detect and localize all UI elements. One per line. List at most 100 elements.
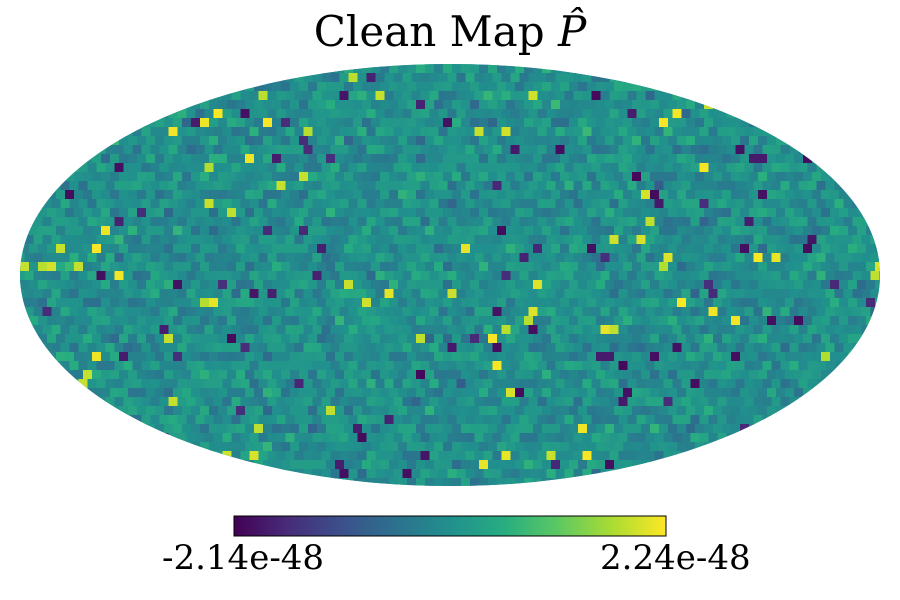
- map-pixel: [677, 136, 687, 146]
- map-pixel: [650, 136, 660, 146]
- map-pixel: [722, 118, 732, 128]
- map-pixel: [821, 244, 831, 254]
- map-pixel: [420, 415, 431, 425]
- map-pixel: [542, 388, 552, 398]
- map-pixel: [681, 379, 692, 389]
- map-pixel: [119, 190, 129, 200]
- map-pixel: [195, 415, 206, 425]
- map-pixel: [312, 361, 323, 371]
- map-pixel: [213, 271, 224, 281]
- map-pixel: [393, 271, 404, 281]
- map-pixel: [501, 289, 512, 299]
- map-pixel: [695, 226, 705, 236]
- map-pixel: [686, 172, 696, 182]
- map-pixel: [456, 397, 467, 407]
- map-pixel: [780, 397, 791, 407]
- map-pixel: [218, 226, 228, 236]
- map-pixel: [713, 226, 723, 236]
- map-pixel: [596, 244, 606, 254]
- map-pixel: [420, 235, 431, 245]
- map-pixel: [173, 334, 183, 344]
- map-pixel: [51, 217, 62, 227]
- map-pixel: [411, 343, 422, 353]
- map-pixel: [393, 181, 404, 191]
- map-pixel: [123, 163, 134, 173]
- map-pixel: [119, 388, 129, 398]
- map-pixel: [407, 208, 417, 218]
- map-pixel: [659, 244, 669, 254]
- map-pixel: [744, 415, 755, 425]
- map-pixel: [87, 307, 98, 317]
- map-pixel: [825, 235, 836, 245]
- map-pixel: [78, 163, 89, 173]
- map-pixel: [699, 181, 710, 191]
- map-pixel: [573, 109, 584, 119]
- map-pixel: [353, 280, 363, 290]
- map-pixel: [416, 298, 426, 308]
- map-pixel: [443, 388, 453, 398]
- map-pixel: [60, 307, 71, 317]
- map-pixel: [186, 163, 197, 173]
- map-pixel: [276, 433, 287, 443]
- map-pixel: [137, 316, 147, 326]
- map-pixel: [375, 361, 386, 371]
- map-pixel: [627, 109, 638, 119]
- map-pixel: [285, 127, 296, 137]
- map-pixel: [492, 181, 503, 191]
- map-pixel: [344, 64, 354, 74]
- map-pixel: [762, 361, 773, 371]
- map-pixel: [596, 208, 606, 218]
- map-pixel: [632, 226, 642, 236]
- map-pixel: [551, 208, 561, 218]
- map-pixel: [78, 253, 89, 263]
- map-pixel: [240, 397, 251, 407]
- map-pixel: [317, 334, 327, 344]
- map-pixel: [492, 145, 503, 155]
- map-pixel: [560, 226, 570, 236]
- map-pixel: [69, 163, 80, 173]
- map-pixel: [65, 190, 75, 200]
- map-pixel: [492, 397, 503, 407]
- map-pixel: [335, 190, 345, 200]
- map-pixel: [290, 280, 300, 290]
- map-pixel: [290, 118, 300, 128]
- map-pixel: [186, 217, 197, 227]
- map-pixel: [29, 280, 39, 290]
- map-pixel: [708, 109, 719, 119]
- map-pixel: [168, 199, 179, 209]
- map-pixel: [173, 352, 183, 362]
- map-pixel: [821, 352, 831, 362]
- map-pixel: [330, 325, 341, 335]
- map-pixel: [132, 325, 143, 335]
- map-pixel: [303, 235, 314, 245]
- map-pixel: [164, 280, 174, 290]
- map-pixel: [452, 388, 462, 398]
- map-pixel: [173, 226, 183, 236]
- map-pixel: [744, 343, 755, 353]
- map-pixel: [249, 415, 260, 425]
- map-pixel: [560, 406, 570, 416]
- map-pixel: [866, 244, 876, 254]
- map-pixel: [429, 271, 440, 281]
- map-pixel: [182, 424, 192, 434]
- map-pixel: [204, 361, 215, 371]
- map-pixel: [821, 262, 831, 272]
- map-pixel: [668, 136, 678, 146]
- map-pixel: [816, 307, 827, 317]
- map-pixel: [668, 298, 678, 308]
- map-pixel: [366, 109, 377, 119]
- map-pixel: [866, 208, 876, 218]
- map-pixel: [600, 469, 611, 479]
- map-pixel: [96, 325, 107, 335]
- map-pixel: [254, 262, 264, 272]
- map-pixel: [452, 478, 462, 486]
- map-pixel: [501, 163, 512, 173]
- map-pixel: [659, 316, 669, 326]
- map-pixel: [20, 226, 30, 236]
- map-pixel: [632, 388, 642, 398]
- map-pixel: [92, 244, 102, 254]
- map-pixel: [371, 280, 381, 290]
- map-pixel: [510, 217, 521, 227]
- map-pixel: [497, 460, 507, 470]
- map-pixel: [501, 325, 512, 335]
